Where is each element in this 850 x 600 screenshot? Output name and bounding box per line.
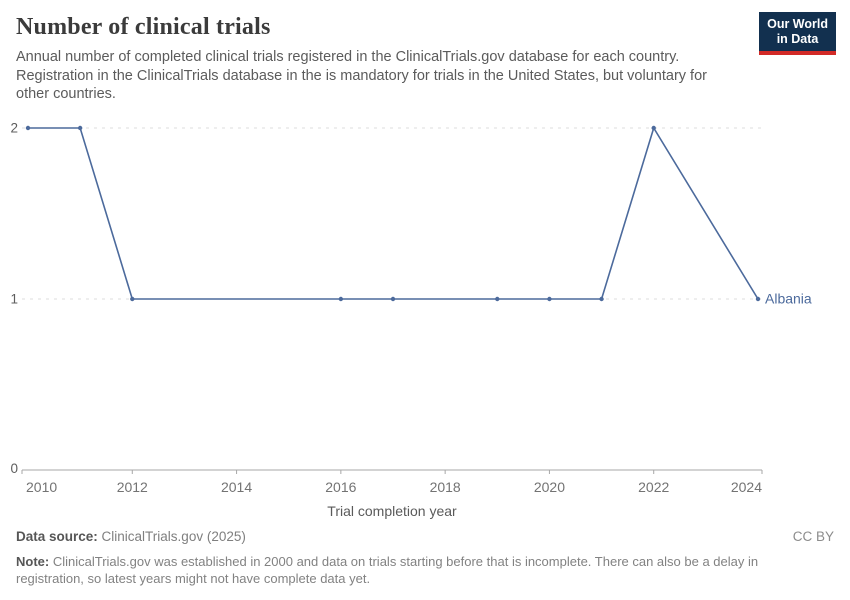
data-point[interactable] <box>651 125 656 131</box>
chart-footer: Data source: ClinicalTrials.gov (2025) C… <box>16 529 834 587</box>
data-point[interactable] <box>547 296 552 302</box>
plot-canvas: 0 1 2 2010 2012 2014 2016 2018 2020 2022 2024 Alban… <box>10 121 812 496</box>
x-tick-label: 2018 <box>430 479 461 495</box>
chart-header: Number of clinical trials Annual number … <box>0 0 850 104</box>
x-tick-label: 2020 <box>534 479 565 495</box>
owid-logo-line2: in Data <box>776 31 819 46</box>
page-title: Number of clinical trials <box>16 14 271 40</box>
owid-logo-line1: Our World <box>767 17 828 31</box>
data-point[interactable] <box>495 296 500 302</box>
series-line[interactable] <box>28 126 759 300</box>
x-tick-label: 2016 <box>325 479 356 495</box>
chart-note: Note: ClinicalTrials.gov was established… <box>16 553 828 587</box>
x-tick-label: 2022 <box>638 479 669 495</box>
data-source-value[interactable]: ClinicalTrials.gov (2025) <box>101 529 246 544</box>
y-tick-label: 0 <box>10 461 18 476</box>
note-text: ClinicalTrials.gov was established in 20… <box>16 554 759 587</box>
series-end-label[interactable]: Albania <box>765 291 812 307</box>
y-tick-label: 2 <box>10 121 18 136</box>
x-tick-label: 2024 <box>731 479 762 495</box>
x-axis-title: Trial completion year <box>327 503 457 519</box>
data-point[interactable] <box>130 296 135 302</box>
owid-logo[interactable]: Our World in Data <box>759 12 836 55</box>
data-point[interactable] <box>338 296 344 302</box>
line-chart: 0 1 2 2010 2012 2014 2016 2018 2020 2022 2024 Alban… <box>0 110 850 525</box>
data-point[interactable] <box>77 125 83 131</box>
data-point[interactable] <box>390 296 396 302</box>
y-tick-label: 1 <box>10 292 18 307</box>
data-point[interactable] <box>599 296 604 302</box>
data-point[interactable] <box>25 125 31 131</box>
license-badge[interactable]: CC BY <box>792 529 834 544</box>
x-tick-label: 2014 <box>221 479 252 495</box>
data-source: Data source: ClinicalTrials.gov (2025) <box>16 529 246 544</box>
data-source-label: Data source: <box>16 529 98 544</box>
data-point[interactable] <box>755 296 761 302</box>
x-tick-label: 2012 <box>117 479 148 495</box>
note-label: Note: <box>16 554 50 569</box>
x-tick-label: 2010 <box>26 479 57 495</box>
series-albania[interactable] <box>25 125 761 302</box>
chart-subtitle: Annual number of completed clinical tria… <box>16 49 707 103</box>
